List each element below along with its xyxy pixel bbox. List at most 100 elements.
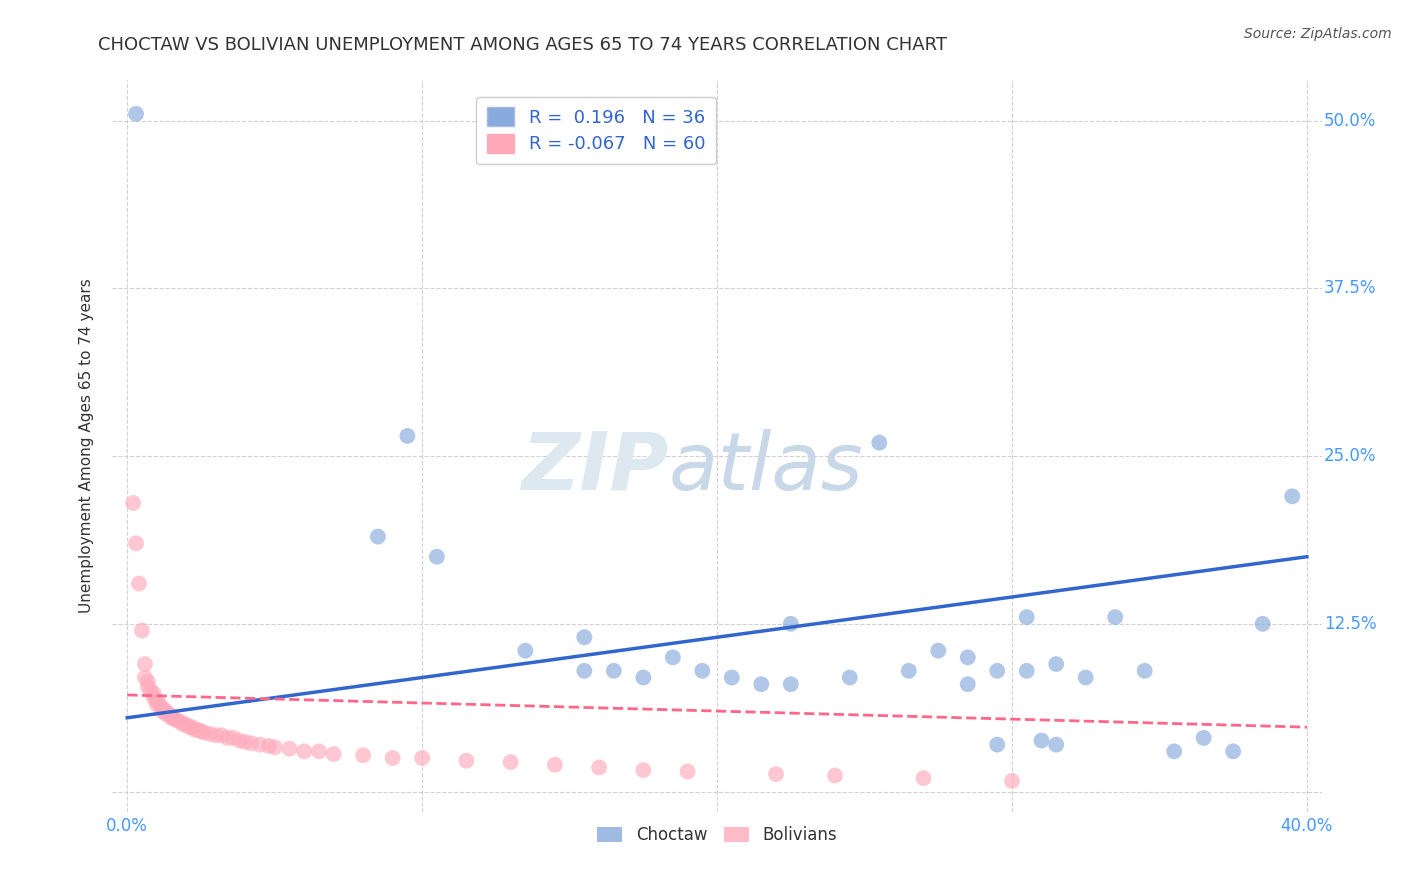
Point bbox=[765, 767, 787, 781]
Point bbox=[193, 725, 215, 739]
Point bbox=[1031, 733, 1053, 747]
Point bbox=[1001, 773, 1024, 788]
Point bbox=[515, 643, 537, 657]
Text: 25.0%: 25.0% bbox=[1324, 447, 1376, 465]
Point bbox=[1251, 616, 1274, 631]
Point bbox=[1222, 744, 1244, 758]
Point bbox=[396, 429, 419, 443]
Text: ZIP: ZIP bbox=[522, 429, 669, 507]
Point bbox=[136, 680, 159, 694]
Point bbox=[184, 723, 207, 737]
Point bbox=[1015, 664, 1038, 678]
Point bbox=[308, 744, 330, 758]
Point bbox=[1045, 738, 1067, 752]
Point bbox=[249, 738, 271, 752]
Point bbox=[897, 664, 920, 678]
Point bbox=[633, 671, 655, 685]
Point bbox=[155, 704, 177, 718]
Point bbox=[179, 720, 201, 734]
Point bbox=[411, 751, 433, 765]
Point bbox=[292, 744, 315, 758]
Point bbox=[603, 664, 626, 678]
Point bbox=[588, 760, 610, 774]
Point bbox=[163, 712, 186, 726]
Point bbox=[956, 677, 979, 691]
Point bbox=[779, 677, 801, 691]
Point bbox=[263, 740, 285, 755]
Text: 12.5%: 12.5% bbox=[1324, 615, 1376, 632]
Point bbox=[257, 739, 280, 753]
Point bbox=[662, 650, 685, 665]
Point bbox=[574, 664, 596, 678]
Point bbox=[172, 717, 194, 731]
Text: 50.0%: 50.0% bbox=[1324, 112, 1376, 129]
Point bbox=[927, 643, 949, 657]
Point bbox=[187, 723, 209, 737]
Point bbox=[145, 698, 167, 712]
Point bbox=[544, 757, 567, 772]
Point bbox=[155, 706, 177, 721]
Point bbox=[352, 748, 374, 763]
Point bbox=[912, 771, 935, 785]
Point bbox=[1192, 731, 1215, 745]
Point bbox=[574, 630, 596, 644]
Point bbox=[125, 536, 148, 550]
Point bbox=[426, 549, 449, 564]
Point bbox=[128, 576, 150, 591]
Point bbox=[142, 690, 165, 705]
Text: Source: ZipAtlas.com: Source: ZipAtlas.com bbox=[1244, 27, 1392, 41]
Point bbox=[986, 664, 1008, 678]
Point bbox=[145, 693, 167, 707]
Point bbox=[1163, 744, 1185, 758]
Point bbox=[211, 728, 233, 742]
Point bbox=[1281, 489, 1303, 503]
Point bbox=[456, 754, 478, 768]
Point bbox=[160, 711, 183, 725]
Point bbox=[152, 704, 174, 718]
Point bbox=[779, 616, 801, 631]
Point bbox=[322, 747, 344, 761]
Point bbox=[367, 530, 389, 544]
Point bbox=[633, 763, 655, 777]
Y-axis label: Unemployment Among Ages 65 to 74 years: Unemployment Among Ages 65 to 74 years bbox=[79, 278, 94, 614]
Point bbox=[142, 687, 165, 701]
Point bbox=[676, 764, 699, 779]
Point bbox=[217, 731, 239, 745]
Point bbox=[204, 728, 226, 742]
Point bbox=[986, 738, 1008, 752]
Point bbox=[1015, 610, 1038, 624]
Point bbox=[868, 435, 890, 450]
Point bbox=[1074, 671, 1097, 685]
Point bbox=[134, 671, 156, 685]
Point bbox=[198, 727, 221, 741]
Point bbox=[228, 733, 250, 747]
Point bbox=[166, 714, 188, 728]
Point bbox=[824, 768, 846, 782]
Point bbox=[169, 714, 191, 729]
Point bbox=[139, 684, 162, 698]
Point bbox=[174, 717, 197, 731]
Point bbox=[956, 650, 979, 665]
Point bbox=[692, 664, 714, 678]
Point bbox=[233, 735, 256, 749]
Point bbox=[1104, 610, 1126, 624]
Point bbox=[381, 751, 404, 765]
Point bbox=[720, 671, 742, 685]
Text: CHOCTAW VS BOLIVIAN UNEMPLOYMENT AMONG AGES 65 TO 74 YEARS CORRELATION CHART: CHOCTAW VS BOLIVIAN UNEMPLOYMENT AMONG A… bbox=[98, 36, 948, 54]
Point bbox=[838, 671, 860, 685]
Point bbox=[749, 677, 772, 691]
Point bbox=[134, 657, 156, 671]
Legend: Choctaw, Bolivians: Choctaw, Bolivians bbox=[591, 820, 844, 851]
Point bbox=[278, 741, 301, 756]
Point bbox=[190, 724, 212, 739]
Point bbox=[157, 706, 180, 721]
Point bbox=[181, 720, 204, 734]
Point bbox=[149, 698, 172, 712]
Point bbox=[160, 709, 183, 723]
Point bbox=[131, 624, 153, 638]
Point bbox=[240, 736, 263, 750]
Point bbox=[1133, 664, 1156, 678]
Point bbox=[152, 701, 174, 715]
Point bbox=[222, 731, 245, 745]
Text: 37.5%: 37.5% bbox=[1324, 279, 1376, 297]
